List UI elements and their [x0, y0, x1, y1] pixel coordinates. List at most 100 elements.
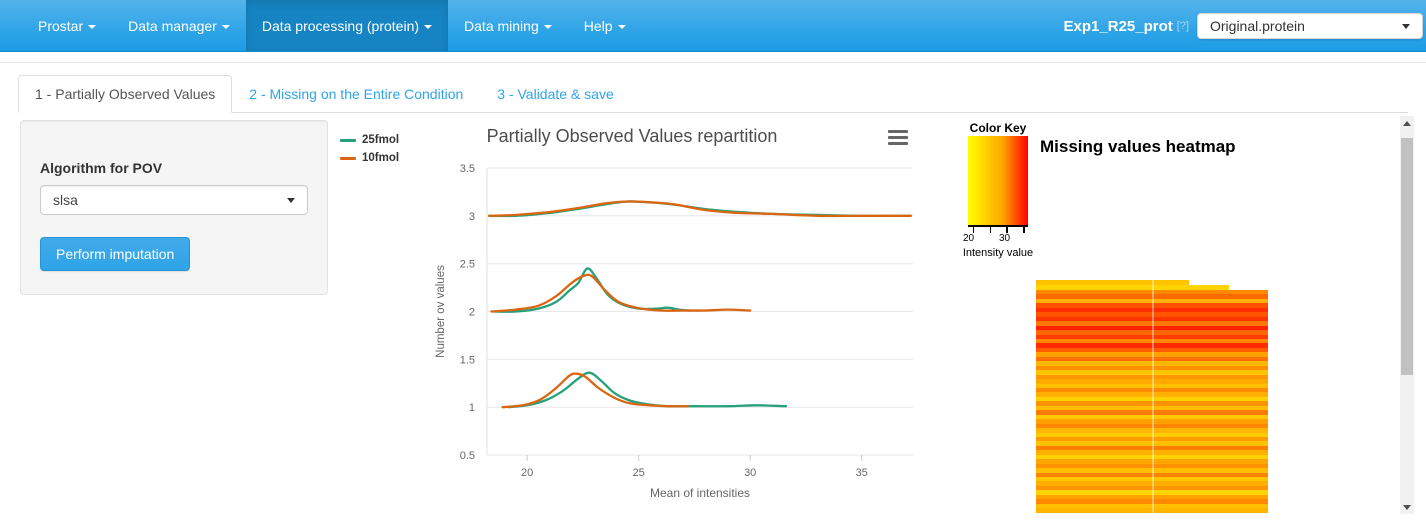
y-tick-label: 2.5	[460, 259, 475, 271]
heatmap-row	[1036, 361, 1268, 366]
navbar-right: Exp1_R25_prot [?] Original.protein	[1064, 0, 1423, 52]
y-tick-label: 0.5	[460, 450, 475, 462]
nav-item-data-processing[interactable]: Data processing (protein)	[245, 0, 449, 51]
chevron-down-icon	[88, 25, 97, 30]
heatmap-row	[1036, 325, 1268, 331]
tab-missing-entire-condition[interactable]: 2 - Missing on the Entire Condition	[249, 86, 464, 102]
y-tick-label: 3	[469, 211, 475, 223]
scrollbar-thumb[interactable]	[1401, 138, 1413, 375]
heatmap-row	[1036, 477, 1268, 482]
heatmap-row	[1036, 312, 1268, 317]
heatmap-row	[1036, 410, 1268, 415]
heatmap-row	[1036, 463, 1268, 469]
heatmap-row	[1036, 508, 1268, 513]
nav-item-prostar[interactable]: Prostar	[22, 0, 112, 51]
tab-validate-save[interactable]: 3 - Validate & save	[497, 86, 614, 102]
heatmap-row	[1036, 285, 1229, 290]
color-key-axis-title: Intensity value	[962, 247, 1034, 259]
heatmap-row	[1036, 383, 1268, 388]
chevron-down-icon	[543, 25, 552, 30]
legend-line-swatch	[340, 156, 356, 160]
heatmap-row	[1036, 485, 1268, 491]
heatmap-row	[1036, 307, 1268, 313]
heatmap-row	[1036, 374, 1268, 380]
series-line	[508, 371, 788, 409]
perform-imputation-button[interactable]: Perform imputation	[40, 237, 191, 271]
step-tabs: 1 - Partially Observed Values 2 - Missin…	[18, 75, 1408, 113]
heatmap-row	[1036, 356, 1268, 362]
heatmap-row	[1036, 503, 1268, 509]
heatmap-row	[1036, 338, 1268, 344]
dataset-version-value: Original.protein	[1210, 18, 1305, 34]
y-tick-label: 2	[469, 307, 475, 319]
heatmap-row	[1036, 379, 1268, 384]
heatmap-column-gap	[1152, 280, 1154, 513]
y-tick-label: 1	[469, 402, 475, 414]
nav-item-data-manager[interactable]: Data manager	[112, 0, 246, 51]
color-key-tick-label: 20	[963, 233, 975, 244]
color-key-tick	[972, 227, 975, 233]
heatmap-row	[1036, 334, 1268, 339]
heatmap-row	[1036, 419, 1268, 424]
heatmap-row	[1036, 414, 1268, 420]
chevron-down-icon	[221, 25, 230, 30]
y-tick-label: 1.5	[460, 354, 475, 366]
scroll-up-icon[interactable]	[1400, 116, 1414, 130]
heatmap-body	[1036, 290, 1268, 513]
tab-partially-observed-values[interactable]: 1 - Partially Observed Values	[18, 75, 233, 113]
heatmap-row	[1036, 436, 1268, 442]
legend-item-10fmol[interactable]: 10fmol	[340, 149, 399, 167]
nav-item-data-mining[interactable]: Data mining	[448, 0, 568, 51]
dataset-version-select[interactable]: Original.protein	[1197, 13, 1423, 39]
scroll-down-icon[interactable]	[1400, 500, 1414, 514]
heatmap-row	[1036, 450, 1268, 455]
heatmap-row	[1036, 405, 1268, 411]
series-line	[501, 372, 689, 409]
heatmap-row	[1036, 459, 1268, 464]
legend-item-25fmol[interactable]: 25fmol	[340, 131, 399, 149]
heatmap-title: Missing values heatmap	[1040, 137, 1236, 156]
heatmap-row	[1036, 468, 1268, 473]
help-badge[interactable]: [?]	[1176, 20, 1189, 32]
y-tick-label: 3.5	[460, 163, 475, 175]
vertical-scrollbar[interactable]	[1400, 116, 1414, 514]
series-line	[488, 200, 912, 218]
chevron-down-icon	[617, 25, 626, 30]
color-key-tick	[1023, 227, 1025, 233]
heatmap-row	[1036, 387, 1268, 393]
dataset-name: Exp1_R25_prot	[1063, 17, 1173, 35]
heatmap-row	[1036, 343, 1268, 348]
heatmap-row	[1036, 321, 1268, 326]
color-key-tick-label: 30	[999, 233, 1011, 244]
heatmap-row	[1036, 499, 1268, 504]
heatmap-row	[1036, 481, 1268, 486]
heatmap-row	[1036, 445, 1268, 451]
heatmap-row	[1036, 401, 1268, 406]
heatmap-row	[1036, 303, 1268, 308]
chart-plot-area: 0.5 1 1.5 2 2.5 3 3.5 20 25 30 35 Mean of intensiti…	[435, 163, 913, 500]
color-key-axis	[968, 225, 1028, 233]
heatmap-row	[1036, 432, 1268, 437]
legend-line-swatch	[340, 138, 356, 142]
heatmap-row	[1036, 298, 1268, 304]
chevron-down-icon	[424, 25, 433, 30]
algorithm-select[interactable]: slsa	[40, 185, 308, 215]
series-line	[492, 267, 692, 313]
y-axis-title: Number ov values	[435, 265, 447, 358]
color-key-tick	[1006, 227, 1008, 233]
chart-menu-icon[interactable]	[888, 130, 908, 145]
heatmap-row	[1036, 294, 1268, 299]
heatmap-row	[1036, 370, 1268, 375]
chevron-down-icon	[287, 197, 295, 203]
nav-item-help[interactable]: Help	[568, 0, 642, 51]
heatmap-row	[1036, 472, 1268, 478]
heatmap-row	[1036, 290, 1268, 295]
heatmap-row	[1036, 423, 1268, 429]
missing-values-heatmap	[1036, 280, 1268, 513]
heatmap-row	[1036, 454, 1268, 460]
pov-chart: Partially Observed Values repartition 25…	[332, 118, 932, 510]
heatmap-row	[1036, 490, 1268, 495]
color-key-title: Color Key	[969, 121, 1027, 135]
heatmap-row	[1036, 280, 1190, 285]
